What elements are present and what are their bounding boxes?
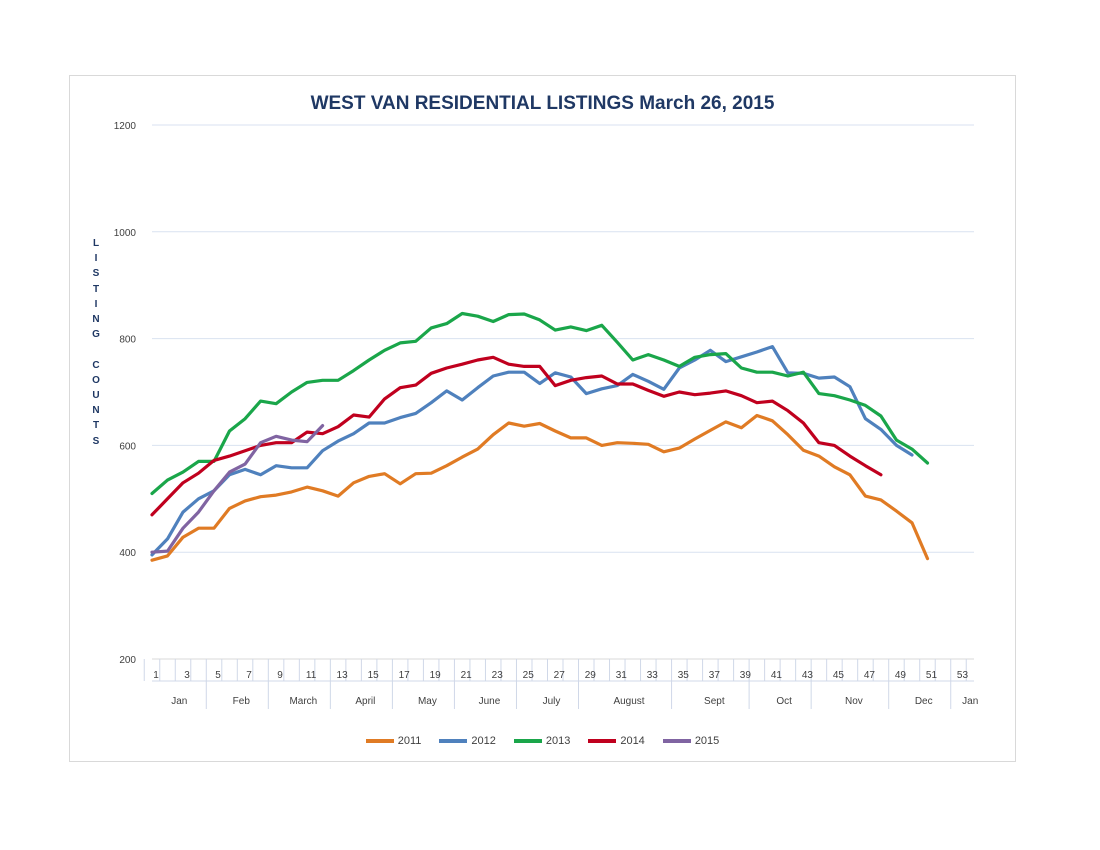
- y-tick-label: 400: [119, 548, 136, 559]
- y-axis-label-char: I: [94, 253, 98, 265]
- x-tick-label: 5: [215, 670, 221, 681]
- y-axis-label-char: O: [92, 374, 100, 386]
- x-tick-label: 47: [864, 670, 876, 681]
- gridlines: [152, 124, 974, 553]
- legend-swatch: [662, 739, 691, 743]
- x-tick-label: 51: [926, 670, 938, 681]
- month-label: Jan: [171, 696, 187, 707]
- x-tick-label: 41: [771, 670, 783, 681]
- month-label: Sept: [704, 696, 725, 707]
- month-label: June: [479, 696, 501, 707]
- y-tick-label: 1200: [114, 121, 137, 132]
- x-tick-label: 39: [740, 670, 752, 681]
- x-tick-label: 35: [678, 670, 690, 681]
- y-tick-label: 800: [119, 335, 136, 346]
- y-tick-label: 200: [119, 655, 136, 666]
- x-tick-label: 17: [399, 670, 411, 681]
- month-label: July: [543, 696, 561, 707]
- y-axis-ticks: 200 400 600 800 1000 1200: [114, 121, 137, 666]
- x-tick-label: 31: [616, 670, 628, 681]
- y-axis-label-char: I: [94, 298, 98, 310]
- chart-title: WEST VAN RESIDENTIAL LISTINGS March 26, …: [310, 93, 775, 114]
- month-label: Nov: [845, 696, 863, 707]
- legend-item-2015: 2015: [662, 735, 720, 747]
- legend-label: 2012: [471, 735, 496, 747]
- legend: 2011 2012 2013 2014 2015: [69, 735, 1016, 747]
- y-axis-label-char: T: [92, 420, 100, 432]
- x-tick-label: 27: [554, 670, 566, 681]
- month-label: March: [289, 696, 317, 707]
- x-tick-label: 23: [492, 670, 504, 681]
- x-axis: 1 3 5 7 9 11 13 15 17 19 21 23 25 27 29 31 33 35 37 39 41 43 4…: [143, 658, 978, 709]
- month-label: Dec: [915, 696, 933, 707]
- x-tick-label: 9: [277, 670, 283, 681]
- legend-label: 2013: [545, 735, 571, 747]
- legend-item-2014: 2014: [588, 735, 645, 747]
- y-tick-label: 1000: [114, 228, 137, 239]
- x-tick-label: 13: [337, 670, 349, 681]
- x-tick-label: 3: [184, 670, 190, 681]
- month-label: May: [418, 696, 437, 707]
- month-label: April: [355, 696, 375, 707]
- legend-label: 2011: [397, 735, 422, 747]
- series-line-2015: [150, 424, 325, 554]
- series-lines: [150, 311, 930, 562]
- y-axis-label-char: S: [92, 435, 100, 447]
- y-axis-label-char: S: [92, 268, 100, 280]
- legend-label: 2015: [694, 735, 720, 747]
- x-tick-label: 53: [957, 670, 969, 681]
- legend-swatch: [588, 739, 617, 743]
- chart-frame: [69, 75, 1016, 762]
- x-tick-label: 29: [585, 670, 597, 681]
- month-label: Feb: [233, 696, 251, 707]
- y-axis-label-char: T: [92, 283, 100, 295]
- series-line-2014: [150, 355, 883, 517]
- legend-item-2011: 2011: [365, 735, 422, 747]
- legend-swatch: [365, 739, 394, 743]
- legend-item-2012: 2012: [439, 735, 496, 747]
- x-tick-label: 33: [647, 670, 659, 681]
- month-label: Oct: [776, 696, 792, 707]
- y-axis-label-char: C: [92, 359, 100, 371]
- x-tick-label: 45: [833, 670, 845, 681]
- x-tick-label: 37: [709, 670, 721, 681]
- x-tick-label: 43: [802, 670, 814, 681]
- x-tick-label: 15: [368, 670, 380, 681]
- x-tick-label: 19: [430, 670, 442, 681]
- x-tick-label: 21: [461, 670, 473, 681]
- series-line-2013: [150, 311, 930, 496]
- series-line-2012: [150, 345, 914, 557]
- x-tick-label: 1: [153, 670, 159, 681]
- month-label: Jan: [962, 696, 978, 707]
- y-tick-label: 600: [119, 441, 136, 452]
- x-tick-label: 49: [895, 670, 907, 681]
- y-axis-label-char: N: [92, 314, 100, 326]
- x-tick-label: 11: [306, 670, 317, 681]
- y-axis-label-char: N: [92, 405, 100, 417]
- x-tick-label: 7: [246, 670, 252, 681]
- series-line-2011: [150, 413, 930, 562]
- month-label: August: [613, 696, 644, 707]
- legend-label: 2014: [620, 735, 645, 747]
- legend-swatch: [513, 739, 542, 743]
- y-axis-label-char: L: [92, 238, 100, 249]
- y-axis-label-char: G: [92, 329, 100, 341]
- y-axis-label-char: U: [92, 390, 100, 402]
- legend-swatch: [439, 739, 468, 743]
- legend-item-2013: 2013: [513, 735, 571, 747]
- x-tick-label: 25: [523, 670, 535, 681]
